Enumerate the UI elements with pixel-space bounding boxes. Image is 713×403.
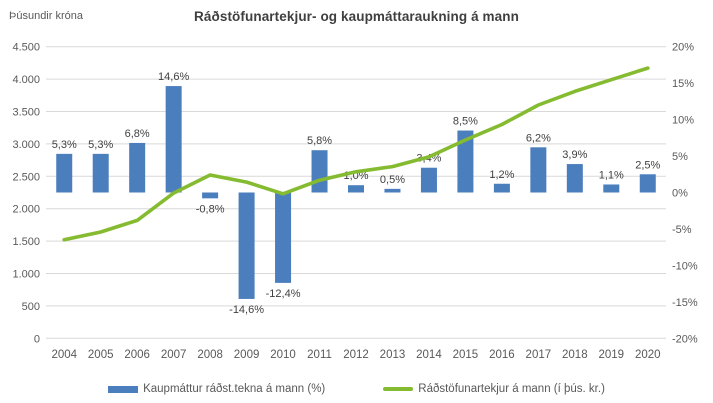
x-axis-tick-label: 2005 [88, 349, 114, 361]
bar-value-label: -14,6% [229, 304, 264, 316]
right-axis-tick-label: -5% [672, 224, 692, 236]
bar [92, 153, 109, 193]
bar-value-label: 3,9% [562, 149, 587, 161]
legend-item-bar-series: Kaupmáttur ráðst.tekna á mann (%) [108, 383, 325, 395]
left-axis-tick-label: 3.500 [12, 107, 40, 119]
bar-value-label: 6,2% [526, 132, 551, 144]
right-axis-tick-label: 10% [672, 115, 694, 127]
bar [165, 86, 182, 193]
left-axis-tick-label: 500 [22, 301, 40, 313]
x-axis-tick-label: 2018 [562, 349, 588, 361]
x-axis-tick-label: 2019 [598, 349, 624, 361]
x-axis-tick-label: 2006 [124, 349, 150, 361]
line-series-swatch [383, 387, 414, 391]
x-axis-tick-label: 2015 [453, 349, 479, 361]
x-axis-tick-label: 2020 [635, 349, 661, 361]
x-axis-tick-label: 2012 [343, 349, 369, 361]
bar [639, 174, 656, 193]
right-axis-tick-label: 5% [672, 151, 688, 163]
bar-value-label: 6,8% [125, 128, 150, 140]
bar [420, 167, 437, 193]
x-axis-tick-label: 2013 [380, 349, 406, 361]
bar-value-label: 5,3% [52, 139, 77, 151]
right-axis-tick-label: 0% [672, 188, 688, 200]
chart-title: Ráðstöfunartekjur- og kaupmáttaraukning … [194, 9, 519, 24]
right-axis-tick-label: 20% [672, 42, 694, 54]
bar [384, 188, 401, 193]
bar-value-label: 2,5% [635, 159, 660, 171]
bar [202, 192, 219, 199]
bar [566, 164, 583, 193]
left-axis-tick-label: 2.500 [12, 171, 40, 183]
bar [238, 192, 255, 299]
bar [493, 183, 510, 193]
bar-value-label: 1,1% [599, 169, 624, 181]
legend-item-line-series: Ráðstöfunartekjur á mann (í þús. kr.) [383, 383, 605, 395]
legend: Kaupmáttur ráðst.tekna á mann (%) Ráðstö… [0, 383, 713, 395]
bar [56, 153, 73, 193]
bar-value-label: 5,8% [307, 135, 332, 147]
x-axis-tick-label: 2004 [51, 349, 77, 361]
bar-value-label: 14,6% [158, 71, 189, 83]
left-axis-tick-label: 1.500 [12, 236, 40, 248]
bar [603, 184, 620, 193]
x-axis-tick-label: 2011 [307, 349, 332, 361]
x-axis-tick-label: 2010 [270, 349, 296, 361]
right-axis-tick-label: -10% [672, 260, 698, 272]
bar-value-label: -12,4% [266, 288, 301, 300]
right-axis-tick-label: -15% [672, 297, 698, 309]
bar [311, 150, 328, 193]
bar [530, 147, 547, 193]
bar-value-label: 5,3% [88, 139, 113, 151]
x-axis-tick-label: 2014 [416, 349, 442, 361]
bar [129, 142, 146, 193]
bar [275, 192, 292, 283]
x-axis-tick-label: 2017 [526, 349, 552, 361]
bar-value-label: 1,2% [489, 169, 514, 181]
left-axis-tick-label: 3.000 [12, 139, 40, 151]
left-axis-tick-label: 4.000 [12, 74, 40, 86]
x-axis-tick-label: 2009 [234, 349, 260, 361]
right-axis-tick-label: 15% [672, 78, 694, 90]
left-axis-tick-label: 0 [34, 333, 40, 345]
bar-value-label: -0,8% [196, 203, 225, 215]
bar-value-label: 8,5% [453, 116, 478, 128]
bar-series-swatch [108, 385, 139, 393]
left-axis-tick-label: 2.000 [12, 204, 40, 216]
x-axis-tick-label: 2007 [161, 349, 187, 361]
bar [457, 130, 474, 193]
left-axis-tick-label: 1.000 [12, 269, 40, 281]
x-axis-tick-label: 2016 [489, 349, 515, 361]
bar-value-label: 0,5% [380, 174, 405, 186]
left-axis-tick-label: 4.500 [12, 42, 40, 54]
line-series [62, 66, 650, 242]
line-series-label: Ráðstöfunartekjur á mann (í þús. kr.) [418, 383, 605, 395]
bar [348, 185, 364, 193]
left-axis-unit-label: Þúsundir króna [9, 10, 83, 22]
bar-series-label: Kaupmáttur ráðst.tekna á mann (%) [143, 383, 326, 395]
right-axis-tick-label: -20% [672, 333, 698, 345]
x-axis-tick-label: 2008 [197, 349, 223, 361]
